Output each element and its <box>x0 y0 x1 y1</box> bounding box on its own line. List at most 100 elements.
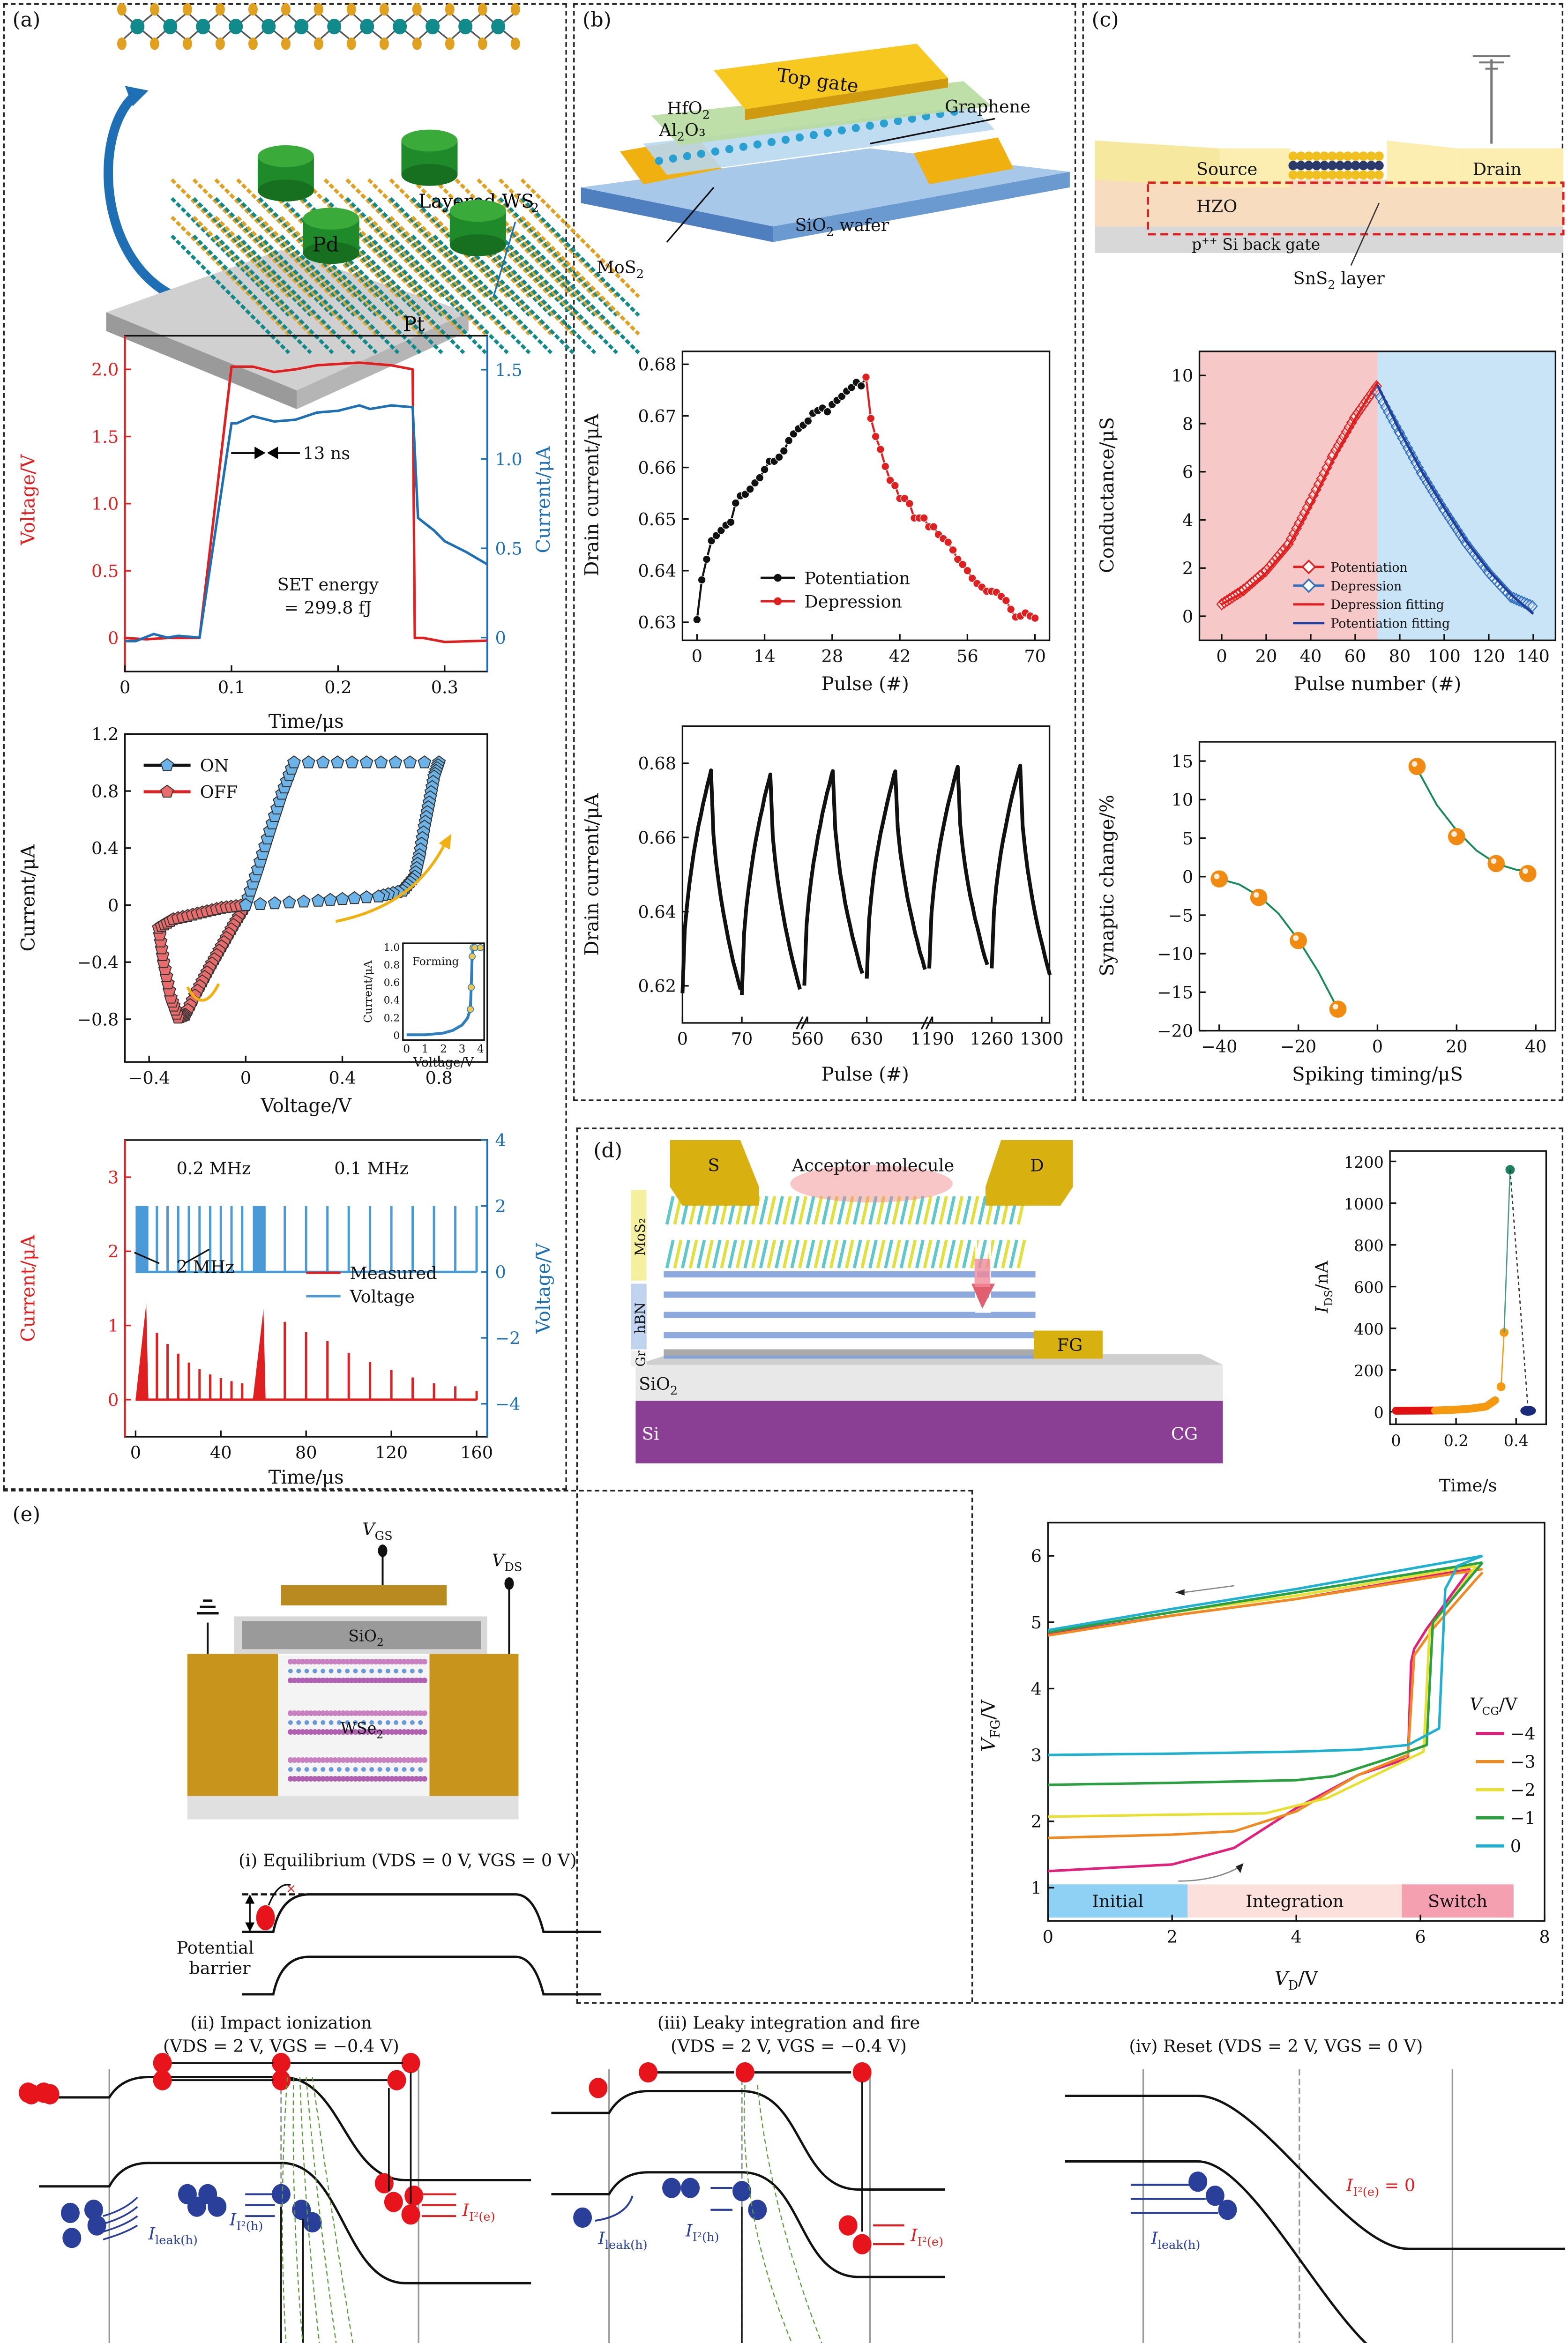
pd-electrode-top <box>303 208 359 230</box>
y-tick-label: 0.66 <box>638 458 676 478</box>
w-atom <box>313 1669 317 1673</box>
data-point <box>1487 855 1505 872</box>
y2-axis-label: Current/μA <box>533 446 554 553</box>
s-atom <box>478 3 487 16</box>
w-atom <box>426 19 440 34</box>
s-atom <box>347 3 356 16</box>
electron-icon <box>839 2215 858 2235</box>
inset-marker <box>469 953 475 959</box>
w-atom <box>353 1669 358 1673</box>
inset-marker <box>478 945 484 951</box>
depression-marker <box>930 523 938 531</box>
s-atom <box>248 3 258 16</box>
legend-voltage-label: Voltage <box>350 1286 415 1306</box>
s-atom <box>150 3 159 16</box>
depression-marker <box>877 446 885 454</box>
voltage-burst <box>135 1206 148 1272</box>
y2-tick-label: 0.5 <box>495 538 522 559</box>
potentiation-marker <box>698 576 706 584</box>
hole-icon <box>662 2178 681 2198</box>
mos2-atom-row <box>823 1240 829 1268</box>
impact-ionization-path <box>306 2077 350 2343</box>
leak-current-arrow-icon <box>595 2196 633 2221</box>
w-atom <box>305 1767 309 1772</box>
s-atom <box>117 37 127 50</box>
x-tick-label: 8 <box>1539 1927 1550 1947</box>
w-atom <box>305 1669 309 1673</box>
return-sweep <box>1048 1569 1482 1636</box>
chart-c1: 0 20 40 60 80 100 120 1400246810PotentiationDep… <box>1083 313 1563 719</box>
si-substrate <box>635 1401 1223 1463</box>
pd-electrode-bottom <box>402 164 458 186</box>
chart-d2: 0 2 4 6 8123456Initial Integration SwitchVCG/V… <box>973 1507 1563 2004</box>
y-tick-label: 3 <box>108 1167 119 1187</box>
drain-electrode <box>986 1140 1073 1206</box>
electron-icon <box>736 2062 754 2082</box>
hbn-layer <box>664 1332 1035 1338</box>
y-tick-label: 1.0 <box>91 494 119 514</box>
mos2-label: MoS2 <box>597 257 644 281</box>
source-contact <box>187 1654 278 1796</box>
se-atom <box>422 1659 427 1664</box>
mos2-atom-row <box>846 1240 852 1268</box>
y-tick-label: 10 <box>1172 790 1194 810</box>
y-tick-label: 0.67 <box>638 406 676 426</box>
chart-d1: 0 0.2 0.4020040060080010001200IDS/nATime/s <box>1296 1127 1563 1502</box>
mos2-atom-row <box>940 1240 946 1268</box>
arrow-head-icon <box>245 1923 254 1932</box>
inset-y-tick: 0.8 <box>384 960 400 971</box>
legend-marker <box>774 574 782 582</box>
device-schematic-c: Source DrainHZOp++ Si back gateSnS2 layer <box>1083 0 1563 313</box>
electron-icon <box>375 2173 394 2193</box>
graphene-layer <box>664 1349 1035 1355</box>
background-region <box>1377 351 1555 641</box>
x-tick-label: 0.4 <box>1504 1432 1529 1450</box>
y-tick-label: 0.5 <box>91 561 119 581</box>
sns2-atom <box>1374 151 1384 161</box>
data-point <box>1290 932 1307 949</box>
depression-marker <box>1007 605 1015 613</box>
fit-curve <box>1417 769 1528 872</box>
mos2-atom-row <box>862 1240 868 1268</box>
legend-label: −4 <box>1510 1724 1536 1744</box>
x-tick-label: 14 <box>754 646 776 666</box>
pd-electrode-top <box>402 130 458 152</box>
mos2-atom-row <box>776 1196 782 1224</box>
mos2-atom-row <box>722 1240 728 1268</box>
inset-y-tick: 0.2 <box>384 1012 400 1024</box>
mos2-atom-row <box>815 1240 821 1268</box>
w-atom <box>394 1669 398 1673</box>
w-atom <box>345 1767 350 1772</box>
y-axis-label: Drain current/μA <box>581 413 603 576</box>
w-atom <box>294 19 308 34</box>
hole-icon <box>573 2208 592 2228</box>
graphene-label: Graphene <box>945 97 1030 117</box>
data-point-highlight <box>1523 868 1528 874</box>
chart-a3: 0 40 80 120 1600123−4−20240.2 MHz 0.1 MHz2 MH… <box>0 1101 567 1492</box>
w-atom <box>378 1669 382 1673</box>
mos2-atom-row <box>799 1240 806 1268</box>
w-atom <box>418 1720 423 1725</box>
x-tick-label: 0 <box>1216 646 1227 666</box>
legend-title: VCG/V <box>1470 1694 1517 1717</box>
w-atom <box>321 1669 325 1673</box>
legend-depression-label: Depression <box>804 591 902 612</box>
mos2-atom <box>810 131 818 139</box>
mos2-atom-row <box>933 1240 939 1268</box>
chart-a1: 0 0.1 0.2 0.300.51.01.52.000.51.01.5Voltage… <box>0 313 567 750</box>
w-atom <box>386 1669 390 1673</box>
on-marker <box>346 756 358 768</box>
x-tick-label: 120 <box>375 1443 408 1463</box>
s-atom <box>511 3 520 16</box>
i2e-zero-label: II²(e) = 0 <box>1346 2175 1415 2199</box>
y-tick-label: 5 <box>1031 1612 1042 1633</box>
cycle-line <box>742 775 800 995</box>
energy-annotation: SET energy <box>277 575 379 595</box>
arrow-head-icon <box>267 447 278 459</box>
depression-marker <box>891 482 899 490</box>
inset-y-label: Current/μA <box>362 960 374 1023</box>
mos2-atom-row <box>870 1240 876 1268</box>
mos2-atom-row <box>823 1196 829 1224</box>
hole-icon <box>208 2196 226 2216</box>
w-atom <box>410 1767 415 1772</box>
